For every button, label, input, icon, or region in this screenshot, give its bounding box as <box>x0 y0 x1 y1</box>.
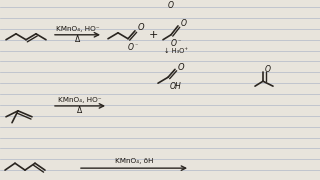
Text: +: + <box>148 30 158 40</box>
Text: ↓ H₃O⁺: ↓ H₃O⁺ <box>164 48 188 54</box>
Text: O: O <box>265 65 271 74</box>
Text: O: O <box>181 19 187 28</box>
Text: O: O <box>178 63 185 72</box>
Text: KMnO₄, ōH: KMnO₄, ōH <box>115 158 153 164</box>
Text: Δ: Δ <box>77 106 83 115</box>
Text: O: O <box>128 43 134 52</box>
Text: OH: OH <box>170 82 182 91</box>
Text: O: O <box>171 39 177 48</box>
Text: O: O <box>138 23 145 32</box>
Text: ⁻: ⁻ <box>177 40 180 45</box>
Text: Δ: Δ <box>75 35 80 44</box>
Text: ⁻: ⁻ <box>134 44 138 49</box>
Text: KMnO₄, HO⁻: KMnO₄, HO⁻ <box>58 97 102 103</box>
Text: O: O <box>168 1 174 10</box>
Text: KMnO₄, HO⁻: KMnO₄, HO⁻ <box>56 26 99 32</box>
